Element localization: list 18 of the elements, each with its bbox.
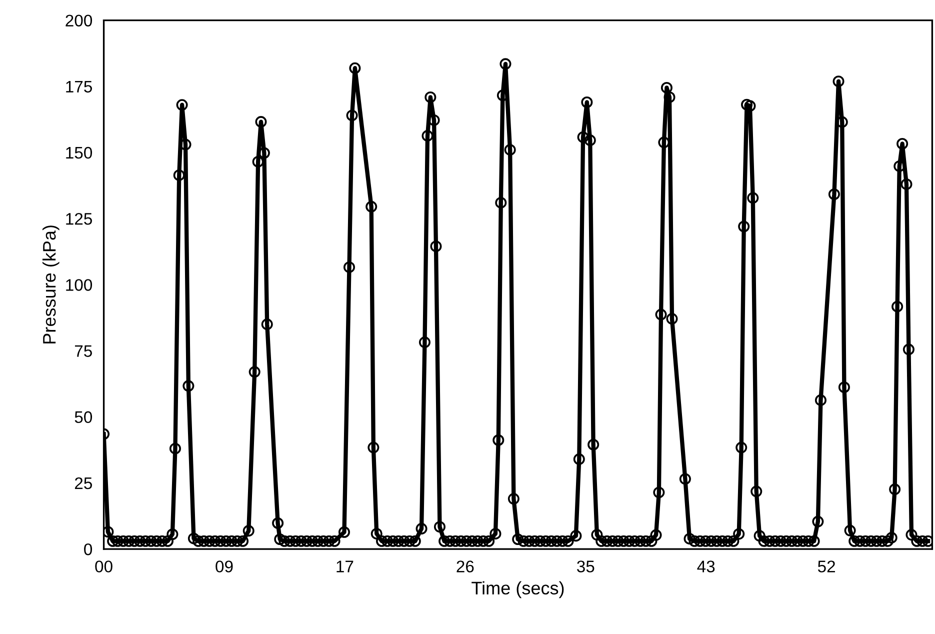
- y-tick-label: 50: [74, 411, 92, 424]
- y-tick-label: 125: [66, 212, 92, 225]
- y-tick-label: 75: [74, 345, 92, 357]
- y-tick-label: 0: [84, 543, 92, 556]
- x-tick-label: 26: [456, 560, 474, 572]
- x-tick-label: 17: [336, 560, 354, 572]
- y-tick-label: 200: [66, 14, 92, 26]
- x-tick-label: 00: [95, 560, 112, 572]
- y-tick-label: 150: [66, 146, 92, 159]
- x-tick-label: 35: [577, 560, 594, 572]
- x-axis-title: Time (secs): [472, 581, 564, 598]
- y-tick-label: 175: [66, 80, 92, 93]
- y-tick-label: 25: [74, 477, 92, 490]
- y-axis-title: Pressure (kPa): [42, 226, 60, 344]
- x-tick-label: 43: [697, 560, 715, 572]
- x-tick-label: 09: [216, 560, 233, 572]
- x-tick-label: 52: [818, 560, 835, 572]
- y-tick-label: 100: [66, 279, 92, 291]
